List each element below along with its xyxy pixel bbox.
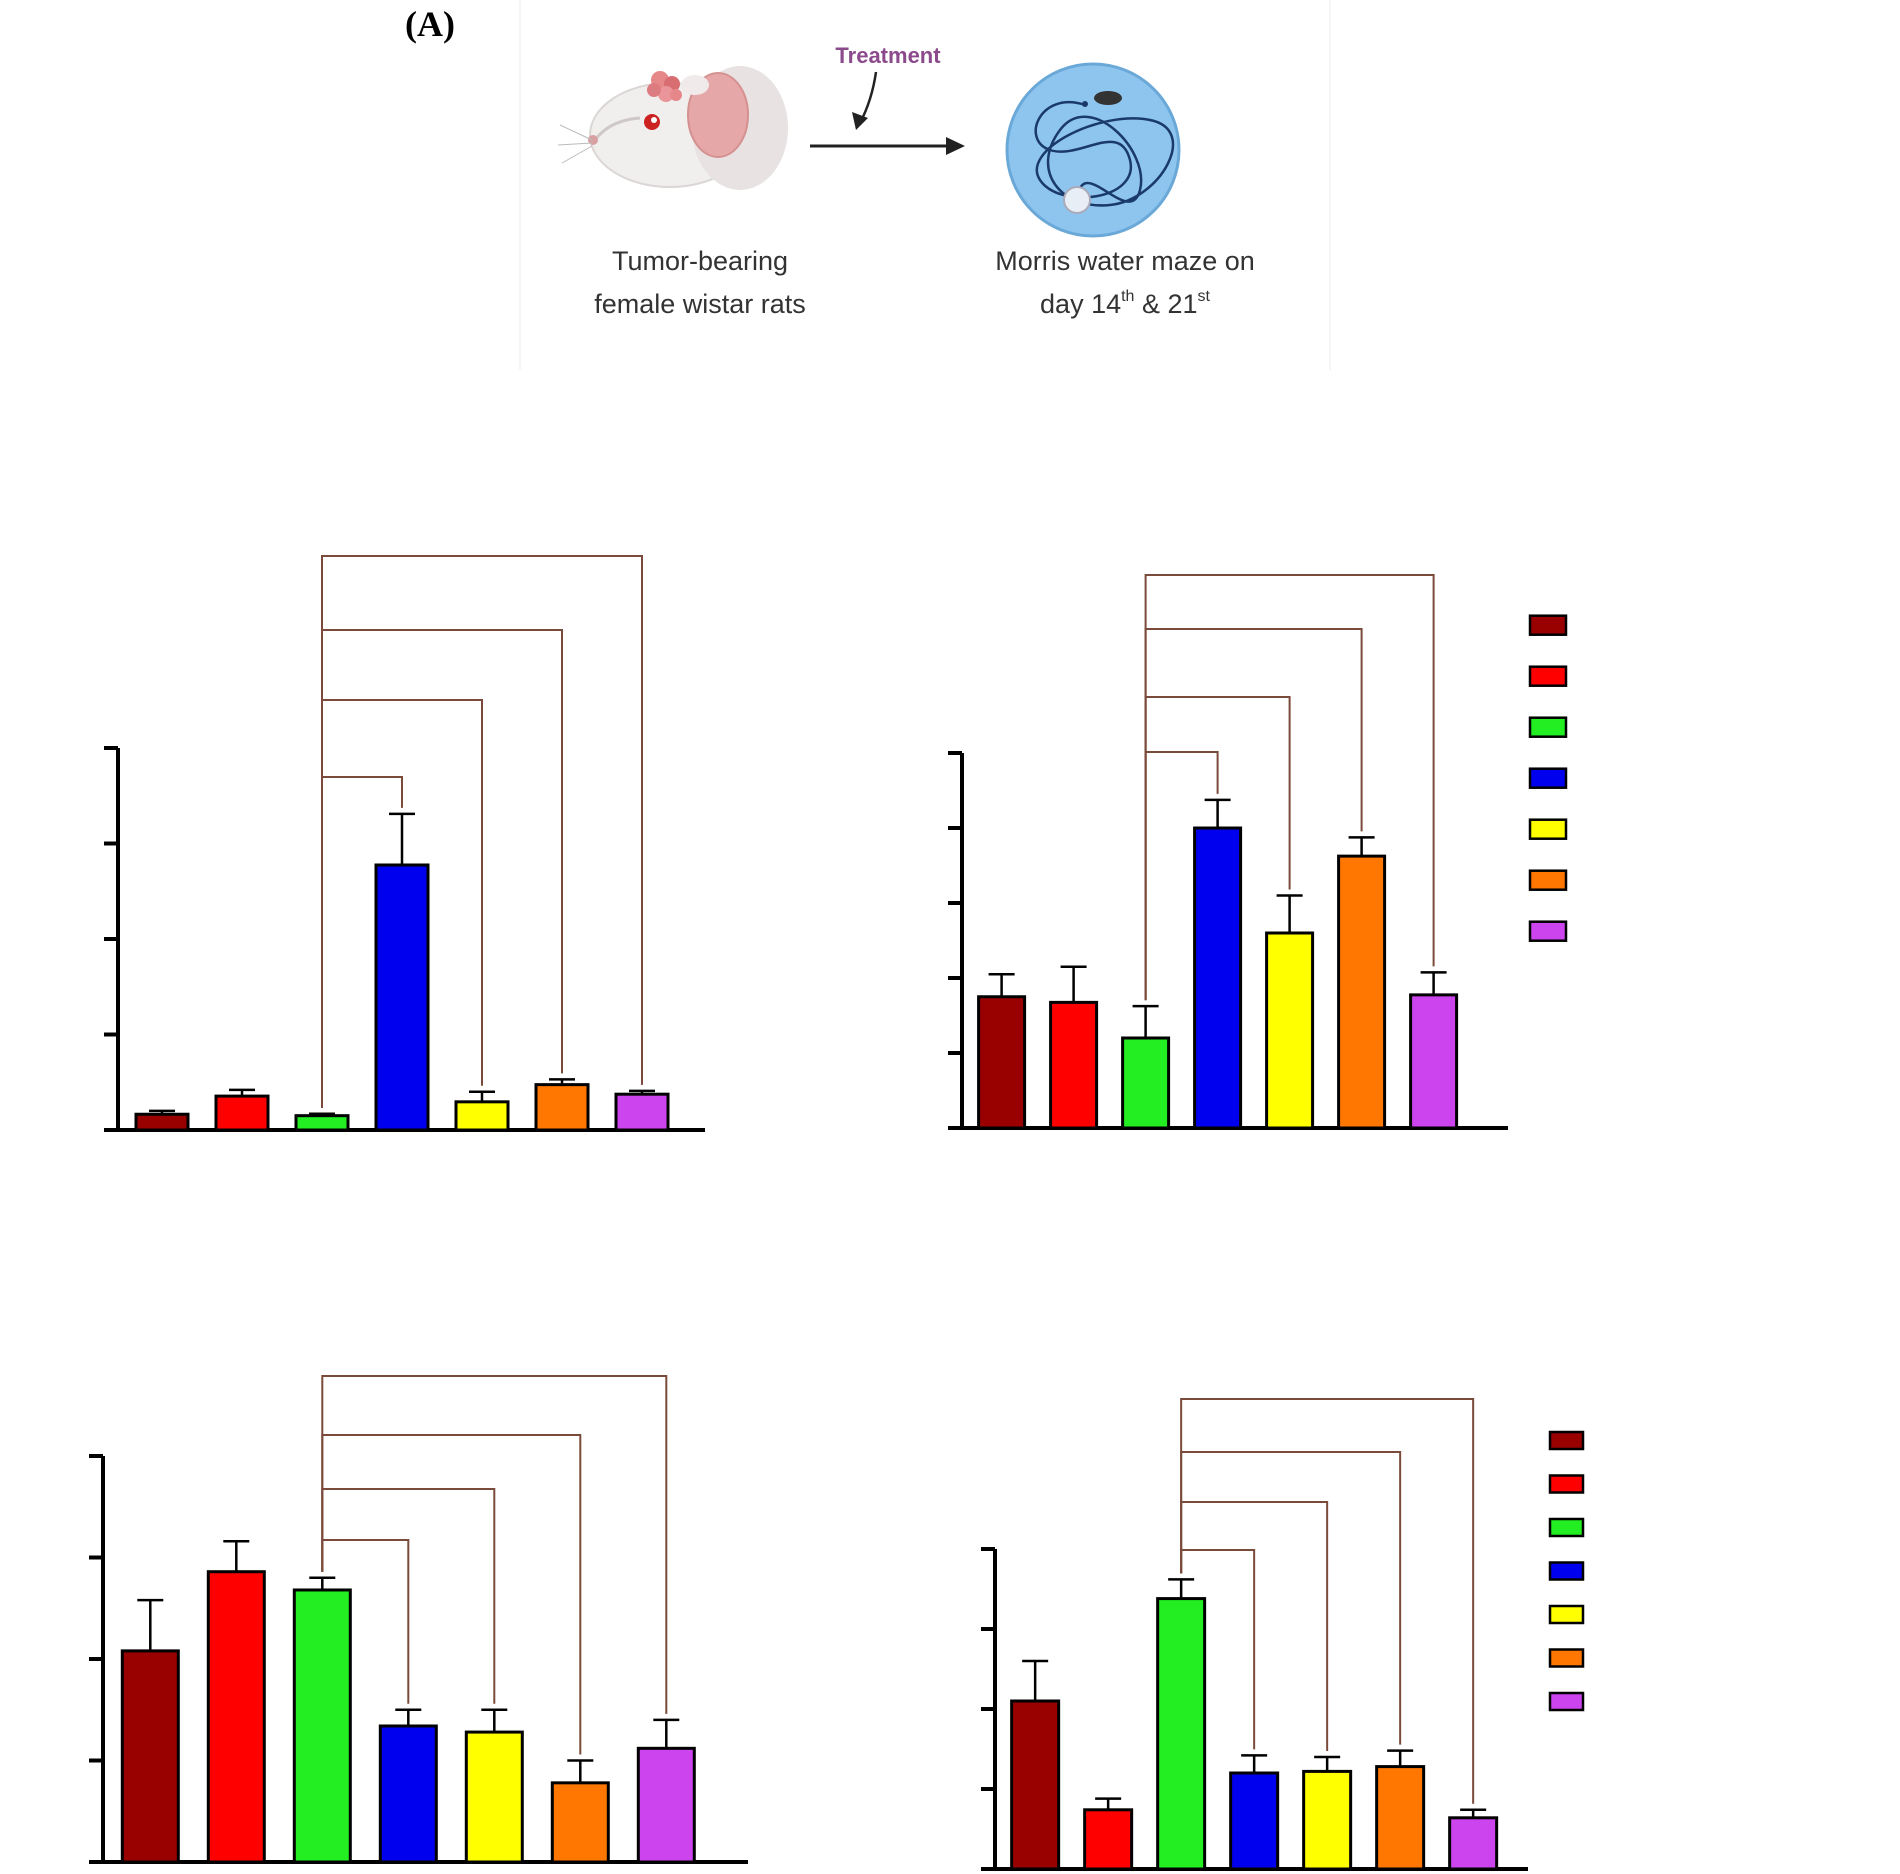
bar-oxyresveratrol: [1302, 1769, 1353, 1871]
bar-kd-oxyresveratrol: [1337, 854, 1387, 1130]
legend-item: [1528, 665, 1568, 687]
panel-a: (A) Tumor-bearing female wist: [405, 0, 1331, 370]
legend-swatch: [1548, 1430, 1585, 1451]
significance-bracket: [321, 629, 563, 1108]
legend-swatch: [1548, 1648, 1585, 1668]
left-caption-line1: Tumor-bearing: [612, 246, 788, 276]
right-caption-line2: day 14th & 21st: [1040, 288, 1210, 319]
legend-top: [1528, 614, 1568, 942]
legend-item: [1548, 1691, 1585, 1712]
legend-swatch: [1548, 1517, 1585, 1538]
bar-sham: [206, 1570, 266, 1864]
panel-a-label: (A): [405, 4, 455, 44]
treatment-label: Treatment: [835, 43, 941, 68]
right-caption-sup: st: [1198, 288, 1211, 305]
bar-kd: [1229, 1771, 1280, 1871]
significance-bracket: [1180, 1398, 1475, 1804]
bar-normal: [1010, 1699, 1061, 1871]
bar-oxyresveratrol: [464, 1730, 524, 1864]
legend-swatch: [1528, 716, 1568, 738]
legend-swatch: [1548, 1561, 1585, 1581]
legend-item: [1528, 869, 1568, 891]
bar-normal: [134, 1112, 190, 1132]
legend-item: [1528, 716, 1568, 738]
legend-item: [1528, 767, 1568, 789]
legend-item: [1528, 920, 1568, 942]
bar-sham: [214, 1094, 270, 1132]
chart-panel-d: [89, 1375, 748, 1864]
bar-disease: [1121, 1036, 1171, 1130]
legend-item: [1528, 818, 1568, 840]
legend-swatch: [1528, 767, 1568, 789]
bar-kd-oxyresveratrol: [534, 1083, 590, 1132]
bar-oxyresveratrol: [1265, 931, 1315, 1130]
legend-item: [1548, 1430, 1585, 1451]
legend-item: [1548, 1604, 1585, 1625]
legend-swatch: [1528, 869, 1568, 891]
bar-kd-oxyresveratrol-zinc: [1409, 993, 1459, 1130]
bar-kd: [374, 863, 430, 1132]
legend-swatch: [1548, 1691, 1585, 1712]
treatment-arrowhead-icon: [852, 112, 868, 130]
significance-bracket: [321, 1375, 668, 1714]
bar-disease: [292, 1588, 352, 1864]
tumor-icon: [647, 71, 682, 102]
legend-item: [1548, 1648, 1585, 1668]
chart-panel-e: [981, 1398, 1528, 1871]
bar-kd-oxyresveratrol-zinc: [636, 1746, 696, 1864]
significance-bracket: [1180, 1451, 1402, 1745]
legend-item: [1548, 1561, 1585, 1581]
left-caption-line2: female wistar rats: [594, 289, 806, 319]
legend-bottom: [1548, 1430, 1585, 1712]
right-caption-sup: th: [1121, 288, 1134, 305]
bar-kd-oxyresveratrol-zinc: [1448, 1816, 1499, 1871]
bar-normal: [120, 1649, 180, 1864]
bar-normal: [977, 995, 1027, 1130]
bar-kd: [378, 1724, 438, 1864]
bar-oxyresveratrol: [454, 1100, 510, 1132]
significance-bracket: [1144, 574, 1435, 1001]
chart-panel-c: [948, 574, 1508, 1130]
significance-bracket: [321, 555, 643, 1108]
legend-item: [1548, 1517, 1585, 1538]
bar-kd: [1193, 826, 1243, 1130]
legend-swatch: [1548, 1604, 1585, 1625]
bar-sham: [1083, 1808, 1134, 1871]
legend-swatch: [1548, 1474, 1585, 1494]
significance-bracket: [1144, 628, 1363, 1001]
right-caption-line1: Morris water maze on: [995, 246, 1255, 276]
bar-kd-oxyresveratrol: [1375, 1765, 1426, 1871]
bar-sham: [1049, 1000, 1099, 1130]
bar-kd-oxyresveratrol: [550, 1781, 610, 1864]
bar-kd-oxyresveratrol-zinc: [614, 1092, 670, 1132]
legend-item: [1528, 614, 1568, 636]
water-maze-icon: [1005, 62, 1181, 238]
significance-bracket: [321, 1434, 582, 1755]
rat-illustration: [557, 66, 788, 190]
process-arrowhead-icon: [946, 137, 965, 155]
legend-swatch: [1528, 614, 1568, 636]
legend-item: [1548, 1474, 1585, 1494]
chart-panel-b: [104, 555, 705, 1132]
legend-swatch: [1528, 818, 1568, 840]
treatment-arrow: [858, 71, 878, 124]
right-caption-part: & 21: [1134, 289, 1197, 319]
right-caption-part: day 14: [1040, 289, 1121, 319]
bar-disease: [1156, 1597, 1207, 1871]
bar-disease: [294, 1114, 350, 1132]
legend-swatch: [1528, 920, 1568, 942]
legend-swatch: [1528, 665, 1568, 687]
